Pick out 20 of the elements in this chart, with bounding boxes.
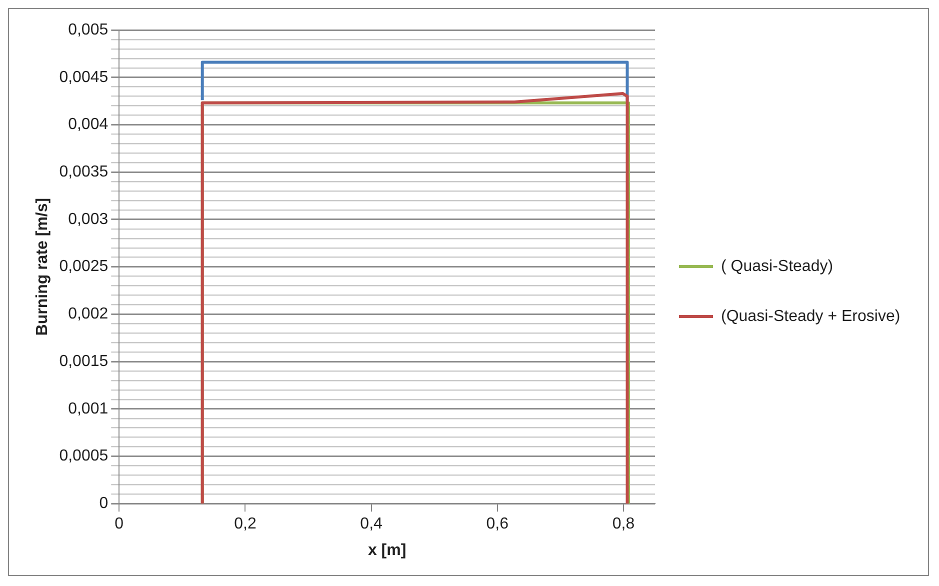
y-tick-label: 0,0005: [59, 448, 108, 465]
x-tick-label: 0,6: [486, 516, 509, 533]
x-axis-title: x [m]: [368, 542, 406, 559]
y-tick-label: 0,0045: [59, 68, 108, 86]
y-tick-label: 0,0015: [59, 352, 108, 370]
x-tick-label: 0,2: [234, 516, 256, 533]
legend-label: ( Quasi-Steady): [721, 257, 834, 277]
y-tick-label: 0,002: [68, 306, 108, 323]
x-tick-label: 0,8: [612, 516, 635, 533]
legend-label: (Quasi-Steady + Erosive): [721, 307, 901, 327]
x-tick-label: 0: [114, 516, 124, 533]
y-tick-label: 0,004: [68, 116, 108, 134]
y-tick-label: 0,0035: [59, 163, 108, 180]
y-axis-title: Burning rate [m/s]: [34, 198, 52, 336]
y-tick-label: 0: [99, 495, 108, 512]
y-tick-label: 0,003: [68, 210, 108, 228]
y-tick-label: 0,005: [68, 21, 108, 38]
y-tick-label: 0,0025: [59, 258, 108, 276]
y-tick-label: 0,001: [68, 400, 108, 418]
x-tick-label: 0,4: [360, 516, 383, 533]
